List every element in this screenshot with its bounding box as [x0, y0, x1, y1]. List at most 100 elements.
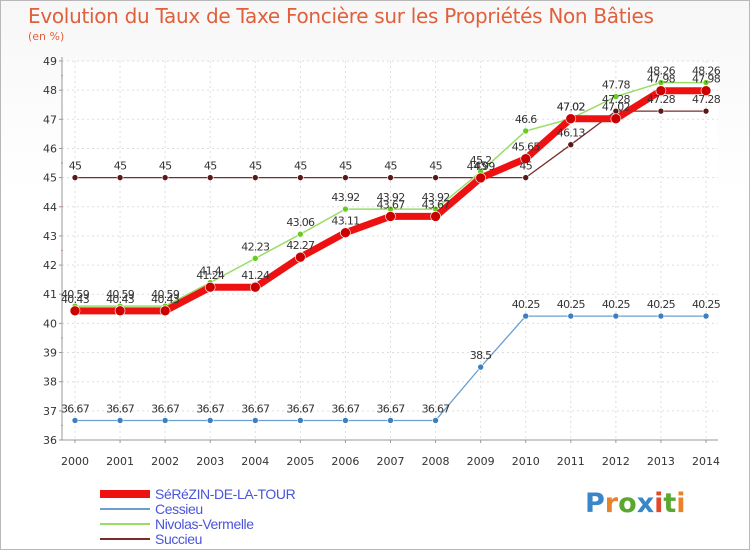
data-label-succieu: 45: [294, 160, 307, 173]
data-label-cessieu: 36.67: [422, 402, 451, 415]
data-label-nivolas-vermelle: 41.4: [199, 265, 221, 278]
data-point-serezin-de-la-tour: [700, 85, 712, 97]
x-tick-label: 2011: [557, 455, 585, 468]
data-point-succieu: [161, 174, 169, 181]
data-label-nivolas-vermelle: 45.2: [470, 154, 492, 167]
legend-swatch-nivolas-vermelle: [100, 522, 150, 525]
legend-item-serezin[interactable]: SéRéZIN-DE-LA-TOUR: [100, 486, 296, 502]
data-point-succieu: [522, 174, 530, 181]
y-tick-label: 38: [43, 376, 57, 389]
x-tick-label: 2000: [61, 455, 89, 468]
legend-item-nivolas-vermelle[interactable]: Nivolas-Vermelle: [100, 515, 295, 532]
x-tick-label: 2002: [151, 455, 179, 468]
chart-subtitle: (en %): [28, 30, 65, 43]
y-tick-label: 44: [43, 201, 57, 214]
data-label-cessieu: 40.25: [512, 298, 541, 311]
logo-letter: x: [636, 488, 655, 519]
y-tick-label: 45: [43, 172, 57, 185]
logo-letter: r: [604, 488, 619, 519]
x-tick-label: 2008: [422, 455, 450, 468]
data-label-nivolas-vermelle: 43.92: [331, 191, 359, 204]
data-point-succieu: [251, 174, 259, 181]
data-label-serezin-de-la-tour: 42.27: [286, 239, 315, 252]
data-label-succieu: 45: [429, 160, 442, 173]
legend-label-nivolas-vermelle: Nivolas-Vermelle: [155, 515, 254, 532]
data-point-serezin-de-la-tour: [114, 305, 126, 317]
legend-item-succieu[interactable]: Succieu: [100, 530, 295, 547]
y-tick-label: 48: [43, 84, 57, 97]
logo-letter: o: [618, 488, 637, 519]
data-label-succieu: 45: [384, 160, 397, 173]
data-point-cessieu: [522, 312, 530, 320]
data-point-nivolas-vermelle: [342, 205, 349, 213]
data-point-serezin-de-la-tour: [159, 305, 171, 317]
data-label-cessieu: 36.67: [241, 402, 270, 415]
data-point-cessieu: [71, 417, 79, 424]
data-label-serezin-de-la-tour: 43.11: [331, 215, 359, 228]
data-point-nivolas-vermelle: [297, 230, 304, 238]
x-tick-label: 2013: [647, 455, 675, 468]
data-label-nivolas-vermelle: 48.26: [692, 65, 721, 78]
data-point-serezin-de-la-tour: [565, 113, 577, 125]
data-label-serezin-de-la-tour: 47.98: [692, 73, 721, 86]
data-label-serezin-de-la-tour: 43.67: [422, 198, 451, 211]
y-tick-label: 41: [43, 288, 57, 301]
x-tick-label: 2003: [196, 455, 224, 468]
data-label-nivolas-vermelle: 40.59: [106, 288, 135, 301]
data-label-nivolas-vermelle: 40.59: [151, 288, 180, 301]
data-label-cessieu: 36.67: [377, 402, 406, 415]
data-point-nivolas-vermelle: [522, 127, 530, 135]
proxiti-logo: Proxiti: [585, 488, 686, 519]
y-tick-label: 43: [43, 230, 57, 243]
data-point-cessieu: [206, 417, 214, 424]
y-tick-label: 36: [43, 434, 57, 447]
data-point-serezin-de-la-tour: [655, 85, 667, 97]
data-point-cessieu: [432, 417, 439, 424]
data-label-serezin-de-la-tour: 45.65: [512, 141, 541, 154]
data-point-serezin-de-la-tour: [430, 211, 441, 222]
y-tick-label: 37: [43, 405, 57, 418]
legend-item-cessieu[interactable]: Cessieu: [100, 501, 295, 517]
legend-swatch-serezin: [100, 489, 150, 498]
data-label-serezin-de-la-tour: 47.02: [602, 101, 630, 114]
logo-letter: i: [676, 488, 686, 519]
data-label-cessieu: 40.25: [557, 298, 586, 311]
data-point-cessieu: [251, 417, 259, 424]
legend-swatch-cessieu: [100, 507, 150, 510]
data-label-cessieu: 40.25: [692, 298, 721, 311]
data-point-succieu: [387, 174, 394, 181]
x-tick-label: 2005: [286, 455, 314, 468]
data-point-cessieu: [702, 312, 710, 320]
x-tick-label: 2012: [602, 455, 630, 468]
data-point-succieu: [297, 174, 304, 181]
data-label-serezin-de-la-tour: 41.24: [196, 269, 225, 282]
data-label-serezin-de-la-tour: 44.99: [467, 160, 496, 173]
data-point-succieu: [657, 107, 665, 115]
data-point-serezin-de-la-tour: [69, 305, 81, 317]
y-tick-label: 49: [43, 55, 57, 68]
data-label-succieu: 47.28: [692, 93, 721, 106]
data-label-serezin-de-la-tour: 47.02: [557, 101, 585, 114]
data-point-succieu: [342, 174, 349, 181]
data-label-nivolas-vermelle: 47.78: [602, 79, 631, 92]
data-label-serezin-de-la-tour: 43.67: [377, 198, 406, 211]
data-label-succieu: 47.28: [647, 93, 676, 106]
data-point-serezin-de-la-tour: [385, 211, 396, 222]
data-label-succieu: 45: [114, 160, 127, 173]
data-label-serezin-de-la-tour: 40.43: [106, 293, 135, 306]
data-point-succieu: [116, 174, 124, 181]
data-label-cessieu: 36.67: [106, 402, 135, 415]
data-point-succieu: [71, 174, 79, 181]
x-tick-label: 2009: [467, 455, 495, 468]
data-label-cessieu: 38.5: [470, 349, 492, 362]
legend: SéRéZIN-DE-LA-TOUR Cessieu Nivolas-Verme…: [100, 486, 296, 547]
data-point-nivolas-vermelle: [251, 255, 259, 262]
data-point-succieu: [206, 174, 214, 181]
data-label-nivolas-vermelle: 42.23: [241, 240, 270, 253]
data-label-succieu: 45: [474, 160, 487, 173]
data-label-cessieu: 40.25: [647, 298, 676, 311]
legend-label-succieu: Succieu: [155, 530, 203, 547]
legend-swatch-succieu: [100, 537, 150, 540]
data-label-serezin-de-la-tour: 40.43: [151, 293, 180, 306]
